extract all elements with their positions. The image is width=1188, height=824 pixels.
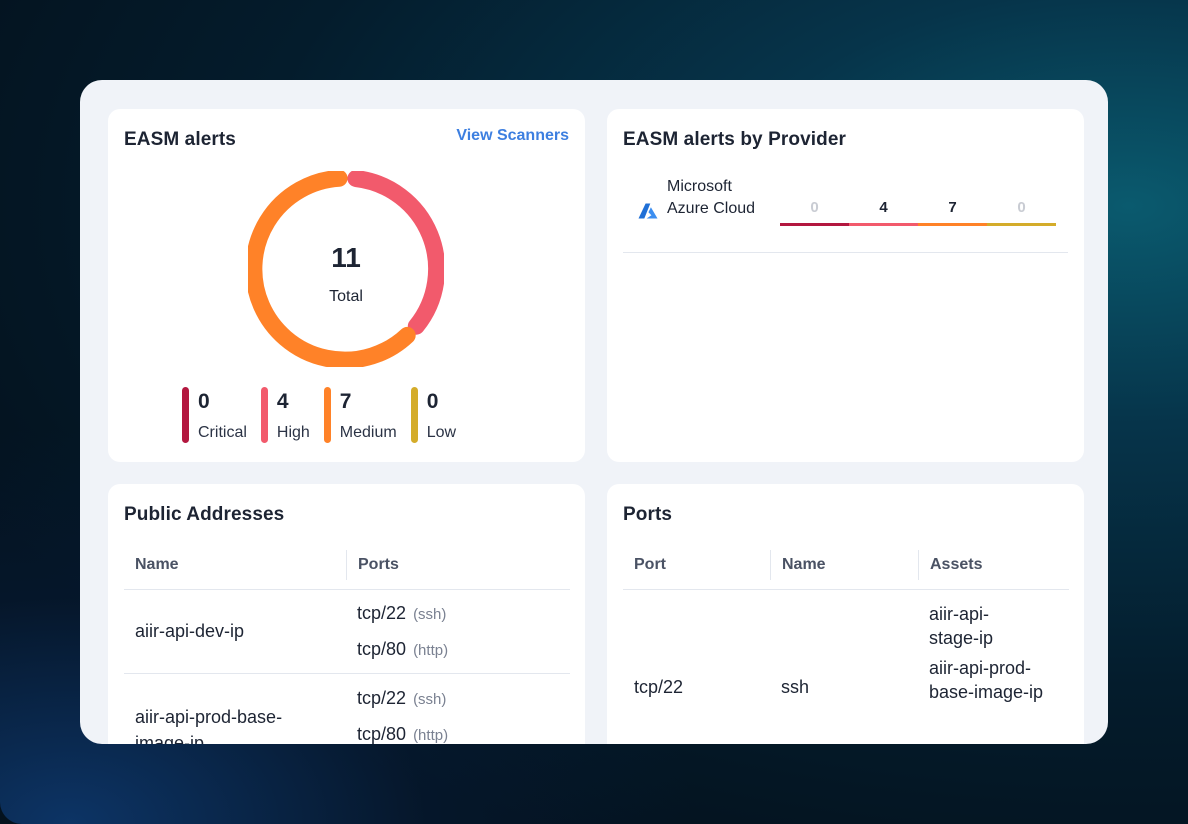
provider-low-segment: 0 (987, 197, 1056, 226)
alerts-donut-chart (248, 171, 444, 367)
legend-high-bar (260, 387, 268, 443)
table-row[interactable]: aiir-api-prod-base-image-ip tcp/22 (ssh)… (124, 674, 570, 744)
legend-low-value: 0 (426, 390, 439, 413)
table-row[interactable]: aiir-api-dev-ip tcp/22 (ssh) tcp/80 (htt… (124, 590, 570, 674)
easm-alerts-title: EASM alerts (124, 129, 236, 150)
provider-row[interactable]: Microsoft Azure Cloud 0 4 7 (623, 175, 1068, 253)
donut-segment-medium (248, 171, 416, 367)
address-ports: tcp/22 (ssh) tcp/80 (http) (346, 590, 570, 673)
donut-total-value: 11 (331, 242, 361, 273)
port-value: tcp/22 (634, 677, 684, 697)
legend-high-value: 4 (276, 390, 289, 413)
provider-high-count: 4 (879, 199, 888, 216)
column-header-assets[interactable]: Assets (918, 549, 1069, 580)
port-entry: tcp/80 (http) (357, 717, 570, 744)
provider-low-count: 0 (1017, 199, 1026, 216)
column-header-name[interactable]: Name (135, 555, 179, 573)
legend-medium: 7 Medium (323, 387, 397, 443)
port-entry: tcp/80 (http) (357, 632, 570, 668)
port-service: (ssh) (413, 605, 447, 623)
legend-critical-label: Critical (198, 424, 247, 441)
alerts-by-provider-card: EASM alerts by Provider Microsoft Azure … (607, 109, 1084, 462)
legend-critical-value: 0 (198, 390, 210, 413)
view-scanners-link[interactable]: View Scanners (456, 127, 569, 144)
legend-critical: 0 Critical (182, 387, 247, 443)
provider-critical-segment: 0 (780, 197, 849, 226)
legend-low-bar (410, 387, 418, 443)
provider-medium-segment: 7 (918, 197, 987, 226)
port-service: (ssh) (413, 691, 447, 708)
table-header: Port Name Assets (623, 540, 1069, 590)
ports-table: Port Name Assets tcp/22 ssh aiir-api-sta… (623, 540, 1069, 744)
port-assets: aiir-api-stage-ip aiir-api-prod-base-ima… (918, 590, 1069, 707)
port-value: tcp/80 (357, 724, 407, 744)
azure-icon (638, 203, 658, 219)
provider-medium-count: 7 (948, 199, 957, 216)
column-header-ports[interactable]: Ports (346, 549, 570, 580)
donut-total-label: Total (329, 288, 363, 305)
alerts-by-provider-title: EASM alerts by Provider (623, 129, 846, 150)
provider-high-segment: 4 (849, 197, 918, 226)
provider-critical-count: 0 (810, 199, 819, 216)
public-addresses-card: Public Addresses Name Ports aiir-api-dev… (108, 484, 585, 744)
ports-title: Ports (623, 504, 673, 525)
severity-legend: 0 Critical 4 High 7 Medium (182, 387, 456, 443)
provider-severity-bar: 0 4 7 0 (780, 197, 1056, 226)
public-addresses-table: Name Ports aiir-api-dev-ip tcp/22 (ssh) … (124, 540, 570, 744)
port-entry: tcp/22 (ssh) (357, 681, 570, 717)
column-header-port[interactable]: Port (634, 555, 666, 573)
legend-low: 0 Low (410, 387, 457, 443)
port-name: ssh (781, 677, 810, 697)
legend-high-label: High (276, 424, 310, 441)
donut-segment-high (347, 171, 444, 335)
legend-high: 4 High (260, 387, 310, 443)
asset-entry[interactable]: aiir-api-prod-base-image-ip (929, 658, 1044, 702)
address-name: aiir-api-dev-ip (135, 621, 245, 641)
asset-entry[interactable]: aiir-api-stage-ip (929, 604, 994, 648)
ports-card: Ports Port Name Assets tcp/22 ssh aiir-a… (607, 484, 1084, 744)
table-row[interactable]: tcp/22 ssh aiir-api-stage-ip aiir-api-pr… (623, 590, 1069, 744)
public-addresses-title: Public Addresses (124, 504, 285, 525)
legend-medium-value: 7 (339, 390, 352, 413)
address-ports: tcp/22 (ssh) tcp/80 (http) (346, 674, 570, 744)
port-service: (http) (413, 641, 449, 659)
table-header: Name Ports (124, 540, 570, 590)
legend-medium-bar (323, 387, 331, 443)
port-value: tcp/22 (357, 602, 407, 623)
legend-medium-label: Medium (339, 424, 397, 441)
port-service: (http) (413, 727, 449, 744)
legend-low-label: Low (426, 424, 457, 441)
column-header-name[interactable]: Name (770, 549, 918, 580)
provider-name: Microsoft Azure Cloud (667, 178, 756, 217)
legend-critical-bar (182, 387, 189, 443)
easm-alerts-card: EASM alerts View Scanners 11 Total 0 Cri… (108, 109, 585, 462)
dashboard-panel: EASM alerts View Scanners 11 Total 0 Cri… (80, 80, 1108, 744)
address-name: aiir-api-prod-base-image-ip (135, 707, 283, 744)
port-value: tcp/80 (357, 638, 407, 659)
port-value: tcp/22 (357, 688, 407, 708)
port-entry: tcp/22 (ssh) (357, 596, 570, 632)
